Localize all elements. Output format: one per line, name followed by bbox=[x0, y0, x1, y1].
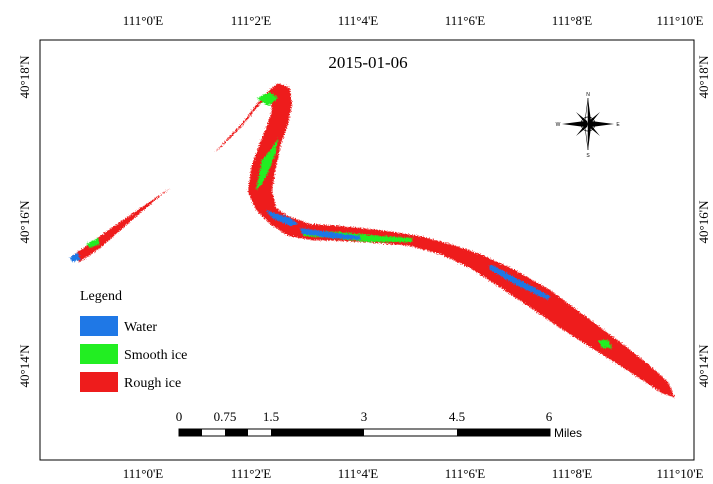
legend-swatch-water bbox=[80, 316, 118, 336]
water-area bbox=[266, 210, 298, 226]
smooth-ice-area bbox=[598, 340, 612, 348]
compass-e-label: E bbox=[616, 122, 620, 128]
legend-swatch-rough-ice bbox=[80, 372, 118, 392]
map-frame bbox=[39, 39, 695, 461]
longitude-ticks-bottom: 111°0'E 111°2'E 111°4'E 111°6'E 111°8'E … bbox=[123, 466, 704, 481]
legend-label-rough-ice: Rough ice bbox=[124, 376, 181, 391]
scale-label: 0 bbox=[176, 409, 183, 424]
lon-tick-label: 111°4'E bbox=[338, 466, 379, 481]
compass-s-label: S bbox=[586, 153, 590, 159]
legend-swatch-smooth-ice bbox=[80, 344, 118, 364]
legend-label-water: Water bbox=[124, 320, 157, 335]
lon-tick-label: 111°6'E bbox=[445, 13, 486, 28]
smooth-ice-area bbox=[257, 92, 278, 106]
scale-label: 0.75 bbox=[214, 409, 237, 424]
legend: Legend Water Smooth ice Rough ice bbox=[80, 289, 187, 392]
water-area bbox=[300, 228, 360, 240]
water-areas bbox=[70, 210, 550, 300]
smooth-ice-area bbox=[256, 138, 278, 190]
legend-title: Legend bbox=[80, 289, 122, 304]
lon-tick-label: 111°4'E bbox=[338, 13, 379, 28]
date-label: 2015-01-06 bbox=[328, 53, 407, 72]
compass-n-label: N bbox=[586, 92, 590, 98]
lon-tick-label: 111°6'E bbox=[445, 466, 486, 481]
scale-label: 6 bbox=[546, 409, 553, 424]
water-area bbox=[490, 264, 550, 300]
lon-tick-label: 111°10'E bbox=[656, 13, 703, 28]
lat-tick-label: 40°16'N bbox=[696, 200, 711, 244]
longitude-ticks-top: 111°0'E 111°2'E 111°4'E 111°6'E 111°8'E … bbox=[123, 13, 704, 28]
lat-tick-label: 40°14'N bbox=[696, 344, 711, 388]
lon-tick-label: 111°2'E bbox=[231, 13, 272, 28]
lon-tick-label: 111°2'E bbox=[231, 466, 272, 481]
lon-tick-label: 111°0'E bbox=[123, 466, 164, 481]
smooth-ice-area bbox=[86, 238, 100, 248]
lat-tick-label: 40°16'N bbox=[17, 200, 32, 244]
scale-label: 3 bbox=[361, 409, 368, 424]
compass-rose-icon: N S W E bbox=[556, 92, 621, 159]
legend-label-smooth-ice: Smooth ice bbox=[124, 348, 187, 363]
latitude-ticks-right: 40°18'N 40°16'N 40°14'N bbox=[696, 55, 711, 388]
scale-unit: Miles bbox=[554, 426, 582, 440]
lon-tick-label: 111°8'E bbox=[552, 466, 593, 481]
water-area bbox=[70, 252, 80, 262]
compass-w-label: W bbox=[556, 122, 561, 128]
lat-tick-label: 40°18'N bbox=[17, 55, 32, 99]
lon-tick-label: 111°8'E bbox=[552, 13, 593, 28]
lon-tick-label: 111°0'E bbox=[123, 13, 164, 28]
lat-tick-label: 40°18'N bbox=[696, 55, 711, 99]
lon-tick-label: 111°10'E bbox=[656, 466, 703, 481]
scale-label: 4.5 bbox=[449, 409, 465, 424]
latitude-ticks-left: 40°18'N 40°16'N 40°14'N bbox=[17, 55, 32, 388]
scale-label: 1.5 bbox=[263, 409, 279, 424]
lat-tick-label: 40°14'N bbox=[17, 344, 32, 388]
scale-bar: 0 0.75 1.5 3 4.5 6 Miles bbox=[176, 409, 582, 440]
